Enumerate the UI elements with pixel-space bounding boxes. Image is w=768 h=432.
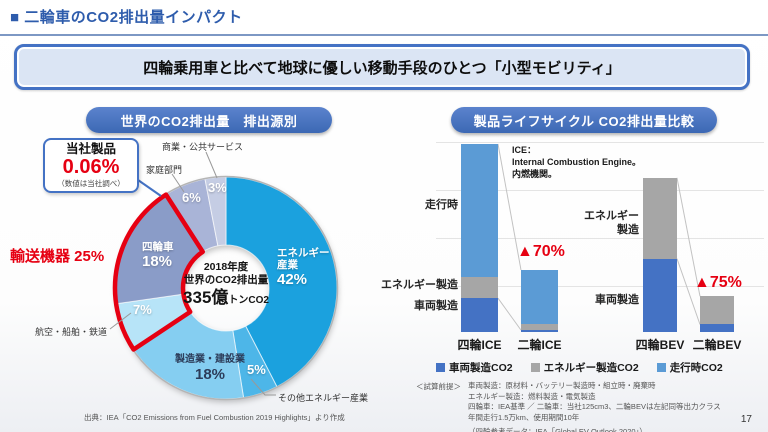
section-header-world-emissions-label: 世界のCO2排出量 排出源別: [120, 113, 298, 129]
legend-item-vehicle-mfg: 車両製造CO2: [436, 360, 513, 375]
page-title: ■ 二輪車のCO2排出量インパクト: [10, 9, 243, 26]
transport-equipment-label: 輸送機器 25%: [10, 248, 105, 265]
bar-四輪BEV-seg1: [643, 177, 677, 259]
leader-line-commerce: [205, 151, 218, 179]
legend-swatch-running: [656, 363, 666, 372]
page-number: 17: [740, 414, 752, 425]
donut-center-label: 2018年度 世界のCO2排出量 335億トンCO2: [183, 261, 269, 308]
pie-label-household: 家庭部門: [146, 165, 183, 175]
bar-二輪BEV-seg0: [700, 324, 734, 332]
gridline: [436, 286, 764, 287]
bar-二輪ICE-seg0: [521, 330, 558, 332]
pie-label-commerce-pct: 3%: [208, 180, 227, 195]
legend-swatch-energy-mfg: [530, 363, 540, 372]
assumptions-lines: 車両製造：原材料・バッテリー製造時・組立時・廃棄時 エネルギー製造：燃料製造・電…: [468, 381, 721, 432]
bar-connector-line: [676, 258, 701, 325]
label-running-ice: 走行時: [425, 199, 458, 211]
label-energy-mfg-ice: エネルギー製造: [381, 279, 458, 291]
pie-label-aviation: 航空・船舶・鉄道: [35, 327, 108, 337]
gridline: [436, 142, 764, 143]
reduction-badge-bev: ▲75%: [694, 274, 742, 291]
pie-label-cars: 四輪車 18%: [142, 241, 174, 271]
bar-chart-legend: 車両製造CO2 エネルギー製造CO2 走行時CO2: [436, 360, 723, 375]
bar-四輪BEV-seg0: [643, 258, 677, 332]
reduction-badge-ice: ▲70%: [517, 243, 565, 260]
pie-label-commerce: 商業・公共サービス: [162, 142, 244, 152]
gridline: [436, 238, 764, 239]
pie-label-aviation-pct: 7%: [133, 302, 152, 317]
leader-line-other-energy: [250, 378, 276, 396]
pie-label-other-energy-pct: 5%: [247, 362, 266, 377]
key-message-text: 四輪乗用車と比べて地球に優しい移動手段のひとつ「小型モビリティ」: [143, 59, 621, 77]
company-share-callout: 当社製品 0.06% （数値は当社調べ）: [43, 138, 139, 193]
bar-category-label: 四輪ICE: [457, 338, 502, 352]
source-citation: 出典：IEA「CO2 Emissions from Fuel Combustio…: [84, 413, 345, 422]
label-energy-mfg-bev: エネルギー製造: [584, 210, 639, 236]
bar-connector-line: [497, 297, 522, 331]
pie-label-other-energy: その他エネルギー産業: [278, 393, 369, 403]
bar-category-label: 二輪ICE: [517, 338, 562, 352]
leader-line-aviation: [109, 312, 132, 330]
assumptions-note: ＜試算前提＞ 車両製造：原材料・バッテリー製造時・組立時・廃棄時 エネルギー製造…: [416, 381, 721, 432]
company-share-value: 0.06%: [62, 155, 120, 178]
bar-connector-line: [497, 143, 522, 271]
leader-line-household: [171, 173, 185, 193]
legend-swatch-vehicle-mfg: [436, 363, 445, 372]
gridline: [436, 190, 764, 191]
bar-connector-lines: [497, 143, 701, 331]
transport-highlight-outline: [112, 192, 206, 352]
section-header-lifecycle-label: 製品ライフサイクル CO2排出量比較: [473, 113, 695, 129]
section-header-world-emissions: 世界のCO2排出量 排出源別: [86, 107, 332, 133]
pie-label-energy-industry: エネルギー産業 42%: [277, 247, 330, 289]
bar-二輪ICE-seg1: [521, 324, 558, 331]
callout-pointer-line: [137, 179, 162, 197]
key-message-box: 四輪乗用車と比べて地球に優しい移動手段のひとつ「小型モビリティ」: [14, 44, 750, 90]
title-divider: [0, 34, 768, 36]
bar-四輪ICE-seg2: [461, 144, 498, 278]
lifecycle-bar-chart: 四輪ICE 二輪ICE 四輪BEV 二輪BEV: [436, 136, 766, 352]
label-vehicle-mfg-bev: 車両製造: [595, 294, 639, 306]
label-vehicle-mfg-ice: 車両製造: [414, 300, 458, 312]
bar-四輪ICE-seg1: [461, 277, 498, 299]
pie-label-household-pct: 6%: [182, 190, 201, 205]
bar-四輪ICE-seg0: [461, 298, 498, 332]
section-header-lifecycle: 製品ライフサイクル CO2排出量比較: [451, 107, 717, 133]
legend-item-running: 走行時CO2: [656, 360, 723, 375]
bar-category-label: 二輪BEV: [692, 338, 742, 352]
bar-二輪BEV-seg1: [700, 296, 734, 325]
pie-label-manufacturing: 製造業・建設業 18%: [175, 354, 245, 383]
bar-category-label: 四輪BEV: [635, 338, 685, 352]
ice-definition-note: ICE： Internal Combustion Engine。 内燃機関。: [512, 145, 642, 180]
bar-二輪ICE-seg2: [521, 269, 558, 325]
bar-connector-line: [676, 177, 701, 297]
legend-item-energy-mfg: エネルギー製造CO2: [530, 360, 639, 375]
